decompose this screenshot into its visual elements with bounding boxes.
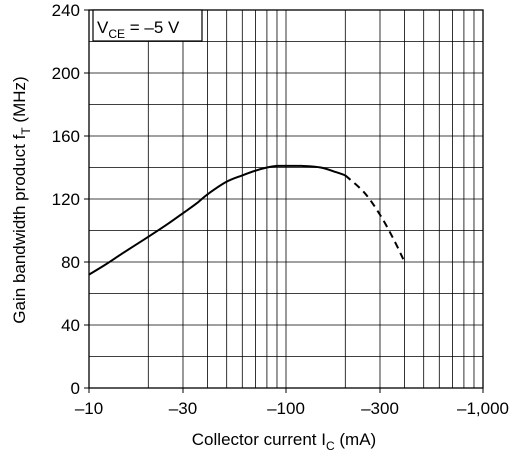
- x-tick-label: –100: [267, 399, 305, 418]
- x-axis-label-symbol: I: [321, 430, 326, 449]
- y-axis-ticks: 0 40 80 120 160 200 240: [52, 1, 89, 398]
- y-tick-label: 160: [52, 127, 80, 146]
- y-tick-label: 0: [71, 379, 80, 398]
- x-axis-label-text: Collector current: [192, 430, 317, 449]
- y-tick-label: 200: [52, 64, 80, 83]
- annotation-subscript: CE: [108, 27, 125, 41]
- series-line-solid: [88, 164, 346, 276]
- plot-grid: [89, 10, 483, 388]
- x-axis-ticks: –10 –30 –100 –300 –1,000: [75, 388, 509, 418]
- y-tick-label: 40: [61, 316, 80, 335]
- y-axis-label: Gain bandwidth product fT (MHz): [10, 76, 33, 323]
- annotation-value: = –5 V: [125, 18, 180, 37]
- y-tick-label: 240: [52, 1, 80, 20]
- x-axis-label: Collector current IC (mA): [192, 430, 376, 453]
- x-axis-label-unit: (mA): [339, 430, 376, 449]
- x-tick-label: –10: [75, 399, 103, 418]
- x-tick-label: –30: [169, 399, 197, 418]
- annotation-box: [92, 9, 203, 42]
- annotation-text: VCE = –5 V: [97, 18, 180, 41]
- series-line-dashed: [344, 174, 406, 263]
- x-tick-label: –1,000: [457, 399, 509, 418]
- y-axis-label-subscript: T: [19, 127, 33, 135]
- y-axis-label-unit: (MHz): [10, 76, 29, 122]
- y-tick-label: 80: [61, 253, 80, 272]
- y-tick-label: 120: [52, 190, 80, 209]
- y-axis-label-symbol: f: [10, 134, 29, 139]
- x-tick-label: –300: [361, 399, 399, 418]
- annotation-symbol: V: [97, 18, 109, 37]
- vce-annotation: VCE = –5 V: [92, 9, 203, 42]
- y-axis-label-text: Gain bandwidth product: [10, 144, 29, 324]
- data-series: [88, 164, 406, 276]
- x-axis-label-subscript: C: [326, 439, 335, 453]
